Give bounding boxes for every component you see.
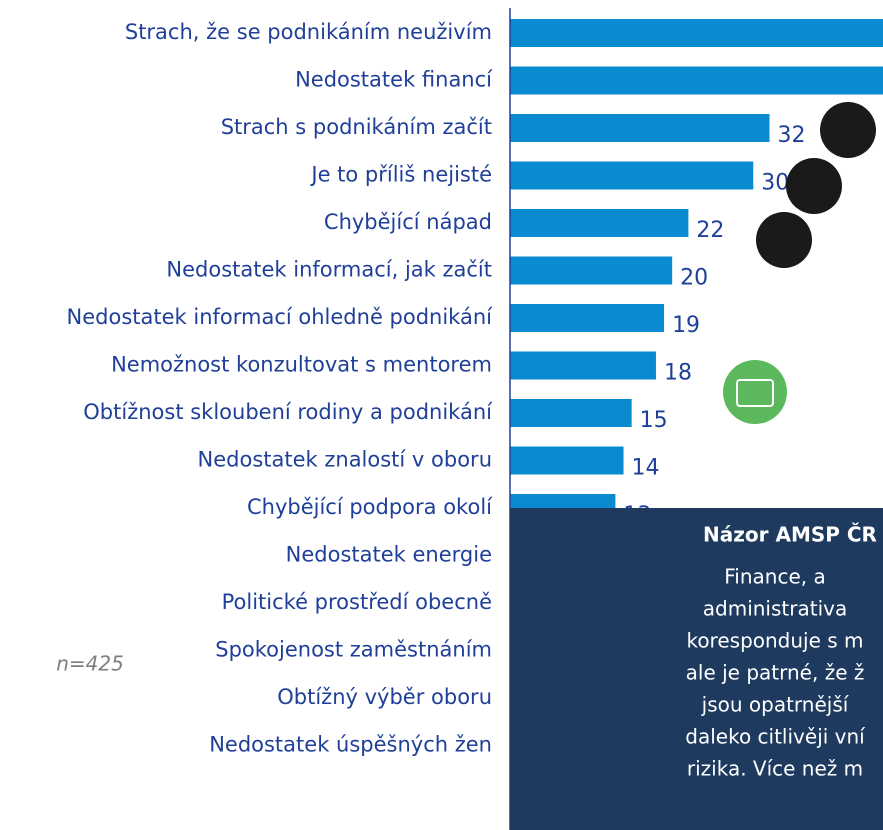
bar (510, 19, 883, 47)
bar (510, 161, 754, 190)
bar (510, 114, 770, 142)
note-line: administrativa (703, 597, 847, 621)
value-label: 14 (632, 456, 660, 481)
bar (510, 66, 883, 95)
icon (723, 360, 787, 424)
icons (723, 102, 876, 424)
category-label: Politické prostředí obecně (222, 590, 492, 614)
category-label: Nedostatek znalostí v oboru (198, 448, 492, 472)
value-label: 32 (777, 123, 805, 148)
icon (786, 158, 842, 214)
category-label: Strach, že se podnikáním neuživím (125, 20, 492, 44)
bar (510, 209, 689, 237)
value-label: 18 (664, 361, 692, 386)
category-label: Spokojenost zaměstnáním (215, 638, 492, 662)
category-label: Strach s podnikáním začít (221, 115, 492, 139)
category-label: Nedostatek úspěšných žen (209, 733, 492, 757)
bar (510, 304, 665, 332)
note-line: jsou opatrnější (701, 693, 850, 717)
note-line: koresponduje s m (686, 629, 863, 653)
sample-size: n=425 (56, 652, 124, 676)
note-line: ale je patrné, že ž (686, 661, 865, 685)
category-label: Chybějící podpora okolí (247, 495, 493, 519)
category-label: Je to příliš nejisté (309, 163, 492, 187)
category-label: Nedostatek informací, jak začít (166, 258, 492, 282)
note-line: rizika. Více než m (687, 757, 863, 781)
category-label: Nemožnost konzultovat s mentorem (111, 353, 492, 377)
category-label: Nedostatek financí (295, 68, 493, 92)
category-label: Obtížnost skloubení rodiny a podnikání (83, 400, 493, 424)
value-label: 22 (696, 218, 724, 243)
value-label: 19 (672, 313, 700, 338)
bar (510, 399, 632, 427)
value-label: 15 (640, 408, 668, 433)
bar (510, 256, 673, 285)
note-title: Názor AMSP ČR (703, 523, 877, 547)
note-text: Názor AMSP ČR Finance, a administrativa kor… (685, 523, 877, 781)
note-box (510, 508, 883, 830)
icon-case (736, 379, 774, 407)
bar (510, 351, 656, 380)
value-label: 20 (680, 266, 708, 291)
category-label: Chybějící nápad (324, 210, 492, 234)
note-line: daleko citlivěji vní (685, 725, 866, 749)
note-line: Finance, a (724, 565, 825, 589)
category-label: Nedostatek informací ohledně podnikání (67, 305, 494, 329)
icon (820, 102, 876, 158)
category-label: Obtížný výběr oboru (277, 685, 492, 709)
value-label: 30 (761, 171, 789, 196)
icon (756, 212, 812, 268)
bar (510, 446, 624, 475)
category-label: Nedostatek energie (286, 543, 492, 567)
